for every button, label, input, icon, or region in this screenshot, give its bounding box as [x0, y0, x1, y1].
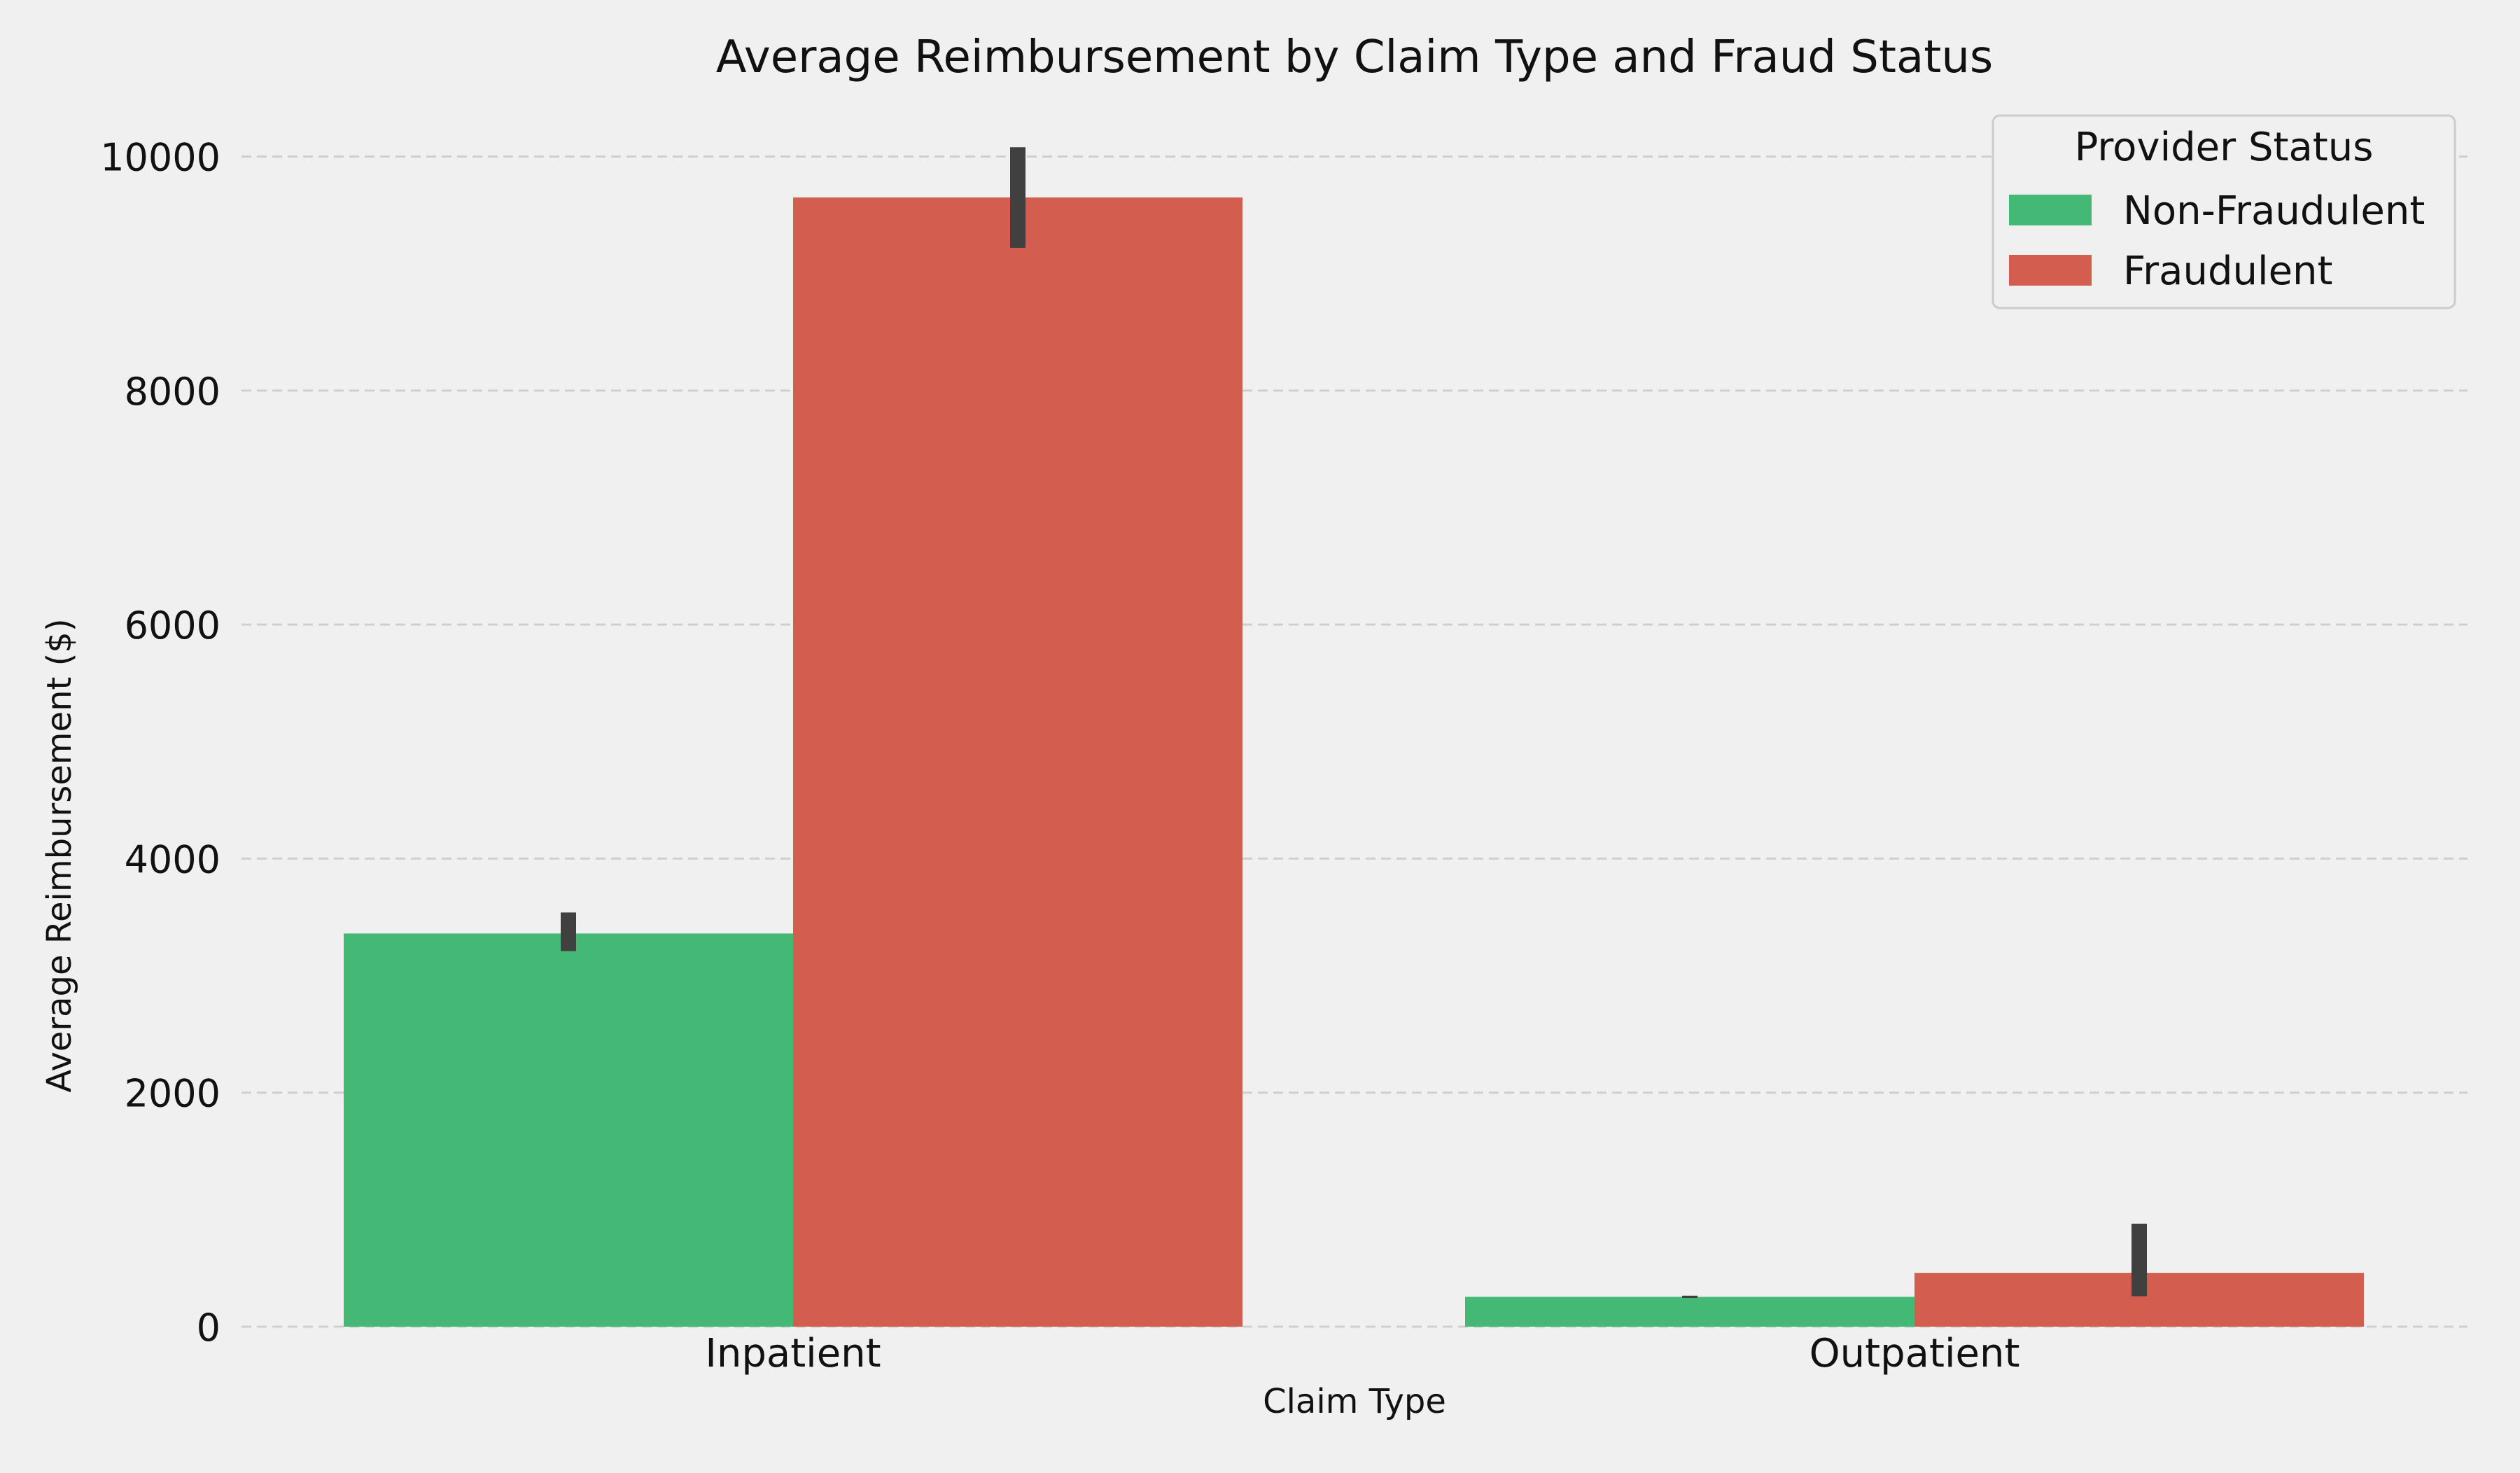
y-axis: 0 2000 4000 6000 8000 10000 — [100, 136, 220, 1350]
x-tick-label: Inpatient — [705, 1331, 881, 1376]
x-axis-label: Claim Type — [1263, 1382, 1446, 1421]
y-axis-label: Average Reimbursement ($) — [40, 618, 79, 1092]
bar-non-fraudulent-inpatient — [344, 933, 793, 1327]
legend-entries: Non-Fraudulent Fraudulent — [2009, 188, 2425, 294]
y-tick-label: 2000 — [125, 1072, 220, 1116]
y-tick-label: 4000 — [125, 837, 220, 881]
legend-swatch — [2009, 195, 2092, 225]
legend-box — [1991, 114, 2456, 309]
legend-title: Provider Status — [2075, 125, 2374, 170]
x-tick-label: Outpatient — [1809, 1331, 2020, 1376]
chart-title: Average Reimbursement by Claim Type and … — [716, 32, 1993, 83]
legend-label: Fraudulent — [2123, 249, 2332, 294]
legend: Provider Status Non-Fraudulent Fraudulent — [1991, 114, 2456, 309]
legend-swatch — [2009, 255, 2092, 286]
legend-label: Non-Fraudulent — [2123, 188, 2425, 234]
y-tick-label: 10000 — [100, 136, 220, 180]
y-tick-label: 8000 — [125, 370, 220, 414]
bar-non-fraudulent-outpatient — [1465, 1297, 1914, 1327]
error-bars — [561, 147, 2147, 1299]
x-axis: Inpatient Outpatient — [705, 1331, 2019, 1376]
bar-fraudulent-inpatient — [793, 197, 1242, 1327]
bars — [344, 197, 2364, 1327]
y-tick-label: 0 — [197, 1306, 220, 1350]
y-tick-label: 6000 — [125, 603, 220, 648]
